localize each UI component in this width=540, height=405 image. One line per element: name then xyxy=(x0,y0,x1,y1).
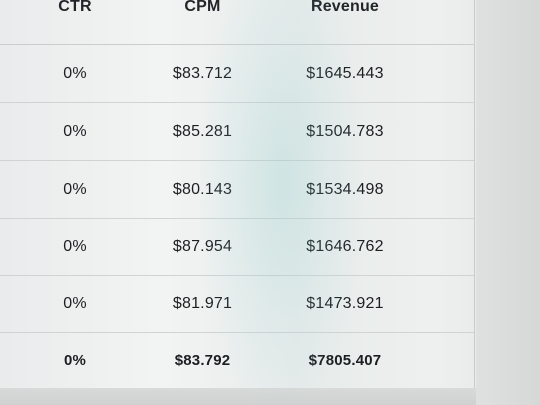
cell-ctr: 0% xyxy=(63,122,87,140)
cell-ctr: 0% xyxy=(63,180,87,198)
cell-cpm: $85.281 xyxy=(172,122,233,140)
table-header-row: CTR CPM Revenue xyxy=(0,0,474,45)
table-row: 0% $85.281 $1504.783 xyxy=(0,103,474,161)
cell-ctr: 0% xyxy=(63,294,87,312)
cell-ctr: 0% xyxy=(63,64,87,82)
table-row: 0% $81.971 $1473.921 xyxy=(0,275,474,333)
cell-revenue: $1504.783 xyxy=(306,122,384,140)
table-row: 0% $83.712 $1645.443 xyxy=(0,45,474,103)
total-ctr: 0% xyxy=(63,352,87,369)
total-cpm: $83.792 xyxy=(174,352,231,369)
table-bottom-edge xyxy=(0,388,476,405)
header-ctr[interactable]: CTR xyxy=(58,0,92,15)
header-revenue[interactable]: Revenue xyxy=(310,0,380,15)
cell-cpm: $80.143 xyxy=(172,180,233,198)
page-gutter xyxy=(476,0,540,405)
table-total-row: 0% $83.792 $7805.407 xyxy=(0,332,474,390)
cell-revenue: $1534.498 xyxy=(306,180,384,198)
cell-cpm: $81.971 xyxy=(172,294,233,312)
cell-revenue: $1645.443 xyxy=(306,64,384,82)
total-revenue: $7805.407 xyxy=(308,352,382,369)
header-cpm[interactable]: CPM xyxy=(184,0,221,15)
cell-cpm: $83.712 xyxy=(172,64,233,82)
table-row: 0% $80.143 $1534.498 xyxy=(0,161,474,219)
cell-revenue: $1473.921 xyxy=(306,294,384,312)
cell-revenue: $1646.762 xyxy=(306,237,384,255)
cell-cpm: $87.954 xyxy=(172,237,233,255)
table-row: 0% $87.954 $1646.762 xyxy=(0,218,474,276)
stats-table: CTR CPM Revenue 0% $83.712 $1645.443 0% … xyxy=(0,0,475,390)
cell-ctr: 0% xyxy=(63,237,87,255)
